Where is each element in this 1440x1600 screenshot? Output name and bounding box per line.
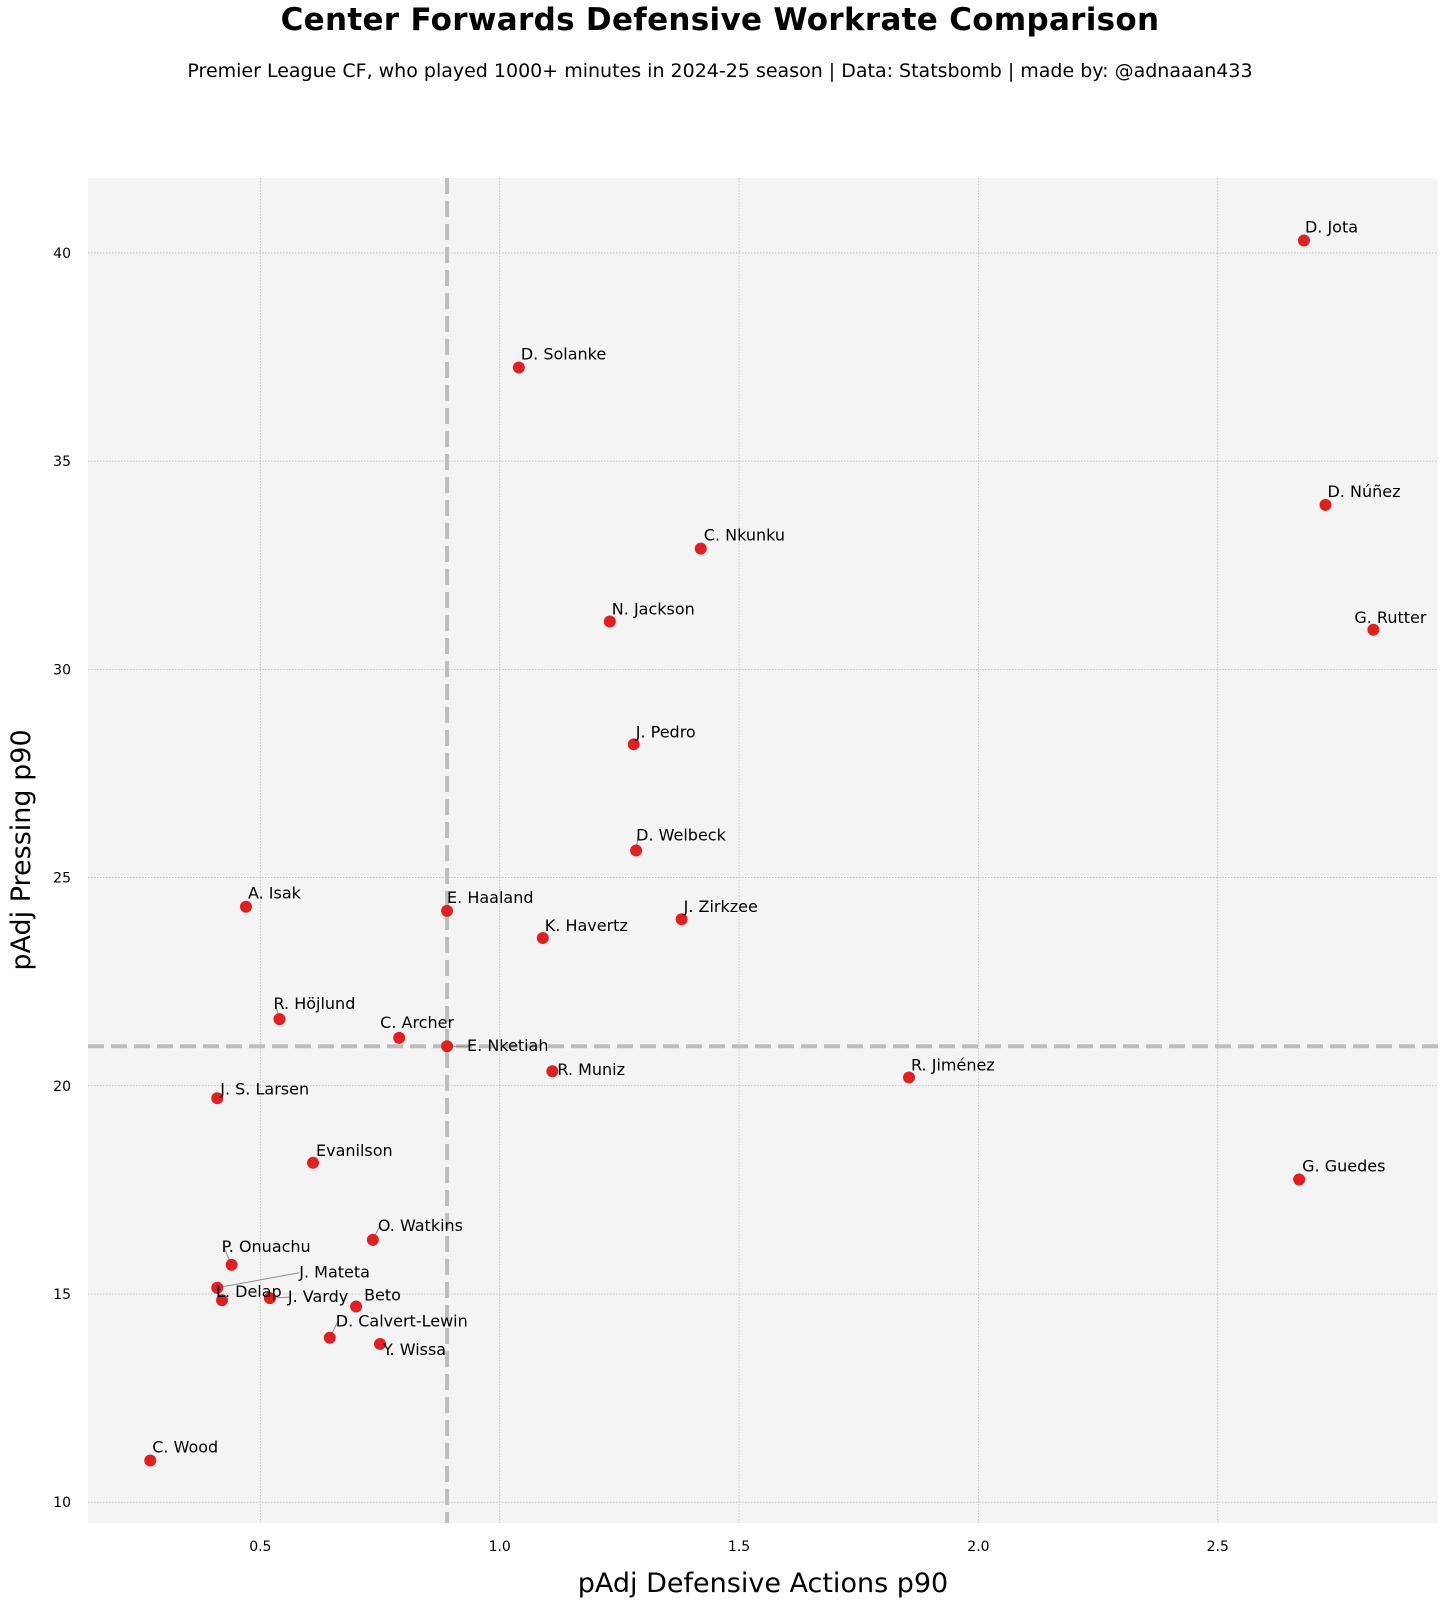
point-d-solanke xyxy=(512,361,525,374)
point-label: Evanilson xyxy=(316,1141,393,1160)
point-e-nketiah xyxy=(441,1040,454,1053)
point-r-muniz xyxy=(546,1065,559,1078)
point-label: C. Archer xyxy=(380,1013,454,1032)
point-label: Y. Wissa xyxy=(382,1340,446,1359)
y-tick-label: 25 xyxy=(53,871,71,887)
point-p-onuachu xyxy=(225,1258,238,1271)
point-label: Beto xyxy=(364,1285,401,1304)
point-label: N. Jackson xyxy=(612,599,695,618)
point-j-vardy xyxy=(263,1292,276,1305)
y-axis-title: pAdj Pressing p90 xyxy=(6,729,37,970)
x-tick-label: 0.5 xyxy=(249,1539,271,1555)
point-j-mateta xyxy=(211,1281,224,1294)
point-label: D. Jota xyxy=(1305,217,1358,236)
point-l-delap xyxy=(216,1294,229,1307)
y-tick-label: 15 xyxy=(53,1287,71,1303)
point-o-watkins xyxy=(366,1233,379,1246)
point-e-haaland xyxy=(441,904,454,917)
point-g-rutter xyxy=(1367,623,1380,636)
point-label: O. Watkins xyxy=(378,1216,463,1235)
grid-lines xyxy=(88,178,1438,1523)
point-g-guedes xyxy=(1293,1173,1306,1186)
y-tick-label: 10 xyxy=(53,1495,71,1511)
x-tick-label: 2.5 xyxy=(1207,1539,1229,1555)
leader-line xyxy=(217,1272,300,1289)
point-d-calvert-lewin xyxy=(323,1331,336,1344)
point-beto xyxy=(350,1300,363,1313)
point-y-wissa xyxy=(374,1337,387,1350)
point-r-jimenez xyxy=(903,1071,916,1084)
point-label: J. Pedro xyxy=(635,722,696,741)
x-tick-label: 1.5 xyxy=(728,1539,750,1555)
point-label: E. Haaland xyxy=(447,888,533,907)
point-n-jackson xyxy=(603,615,616,628)
x-tick-label: 1.0 xyxy=(489,1539,511,1555)
point-d-nunez xyxy=(1319,498,1332,511)
x-tick-labels: 0.5 1.0 1.5 2.0 2.5 xyxy=(249,1539,1229,1555)
point-labels: D. Jota D. Solanke D. Núñez C. Nkunku N. Jac… xyxy=(152,217,1427,1456)
point-label: R. Jiménez xyxy=(911,1055,995,1074)
point-d-jota xyxy=(1297,234,1310,247)
point-label: L. Delap xyxy=(216,1282,282,1301)
x-tick-label: 2.0 xyxy=(967,1539,989,1555)
plot-area xyxy=(88,178,1438,1523)
point-label: C. Wood xyxy=(152,1438,218,1457)
point-label: D. Núñez xyxy=(1328,482,1401,501)
point-label: G. Rutter xyxy=(1354,608,1427,627)
y-tick-label: 40 xyxy=(53,246,71,262)
point-label: G. Guedes xyxy=(1302,1156,1385,1175)
point-label: K. Havertz xyxy=(545,916,628,935)
point-j-pedro xyxy=(627,738,640,751)
point-label: P. Onuachu xyxy=(222,1237,311,1256)
y-tick-label: 35 xyxy=(53,454,71,470)
point-label: J. Vardy xyxy=(287,1287,348,1306)
point-label: E. Nketiah xyxy=(467,1036,548,1055)
point-c-archer xyxy=(393,1031,406,1044)
point-label: J. S. Larsen xyxy=(219,1079,309,1098)
point-label: J. Zirkzee xyxy=(683,897,758,916)
y-tick-label: 20 xyxy=(53,1079,71,1095)
point-label: C. Nkunku xyxy=(704,526,785,545)
point-label: D. Solanke xyxy=(521,344,606,363)
x-axis-title: pAdj Defensive Actions p90 xyxy=(578,1568,948,1599)
point-c-wood xyxy=(144,1454,157,1467)
point-label: J. Mateta xyxy=(298,1263,370,1282)
reference-lines xyxy=(88,178,1438,1523)
point-label: R. Höjlund xyxy=(273,994,355,1013)
point-j-zirkzee xyxy=(675,913,688,926)
point-a-isak xyxy=(239,900,252,913)
point-label: D. Welbeck xyxy=(636,826,726,845)
point-j-s-larsen xyxy=(211,1092,224,1105)
point-label: D. Calvert-Lewin xyxy=(336,1312,468,1331)
data-points xyxy=(144,234,1380,1467)
chart-subtitle: Premier League CF, who played 1000+ minu… xyxy=(187,60,1253,82)
point-label: A. Isak xyxy=(248,884,302,903)
point-k-havertz xyxy=(536,931,549,944)
point-label: R. Muniz xyxy=(557,1060,625,1079)
y-tick-label: 30 xyxy=(53,662,71,678)
chart-title: Center Forwards Defensive Workrate Compa… xyxy=(280,2,1160,38)
y-tick-labels: 10 15 20 25 30 35 40 xyxy=(53,246,71,1511)
point-d-welbeck xyxy=(630,844,643,857)
point-evanilson xyxy=(307,1156,319,1169)
point-r-hojlund xyxy=(273,1013,286,1026)
point-c-nkunku xyxy=(694,542,707,555)
